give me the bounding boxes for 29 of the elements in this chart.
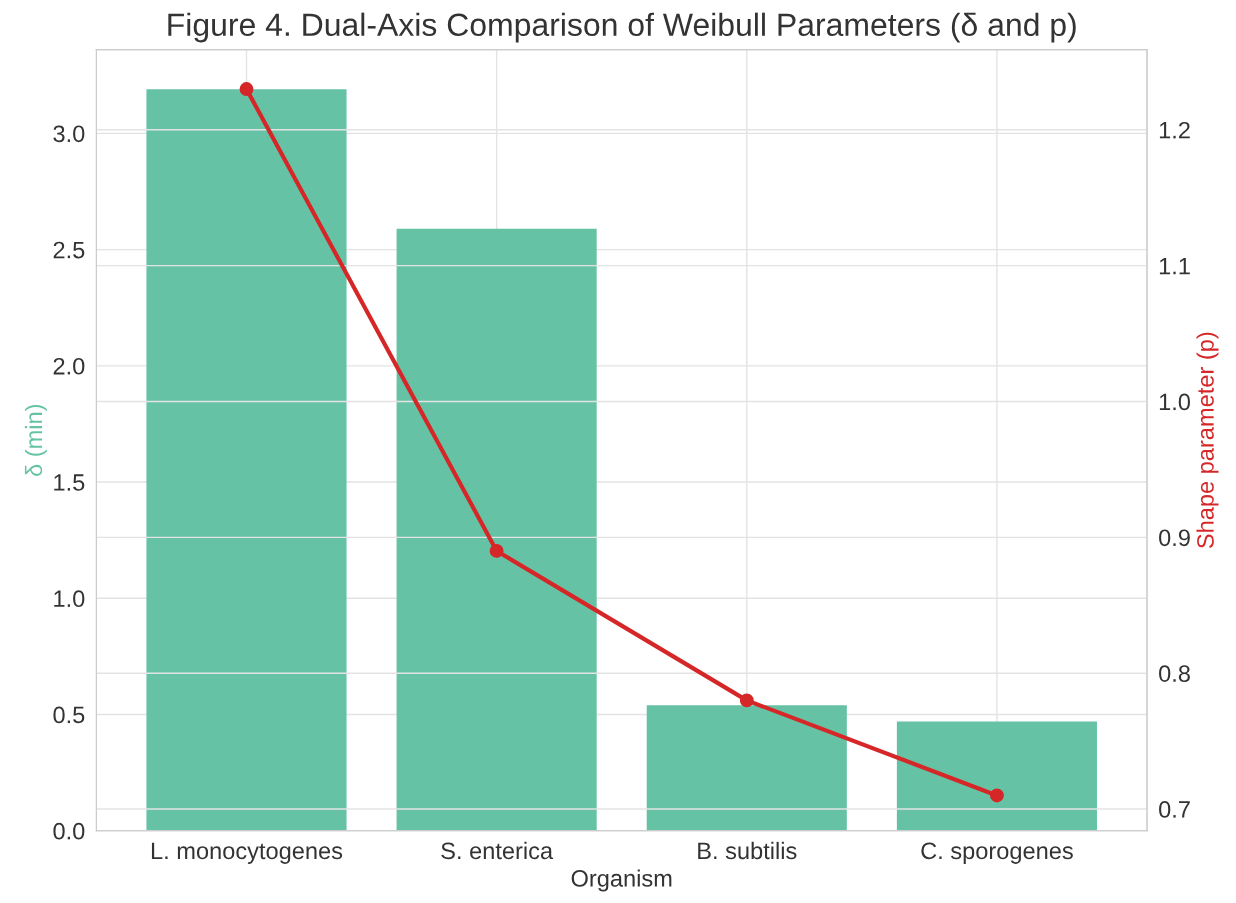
bar	[646, 705, 847, 831]
bar	[396, 228, 597, 831]
point	[239, 82, 254, 97]
y-tick-label: 2.5	[53, 241, 85, 259]
y-tick-label: 2.0	[53, 357, 85, 375]
x-tick-label: B. subtilis	[698, 841, 797, 860]
x-axis-title: Organism	[571, 869, 672, 892]
point	[989, 788, 1004, 803]
y-tick-label: 1.0	[54, 590, 85, 608]
bar	[146, 89, 347, 831]
y-tick-label: 1.5	[54, 474, 85, 491]
point	[489, 543, 504, 558]
y2-tick-label: 0.7	[1159, 801, 1190, 818]
x-tick-label: S. enterica	[441, 841, 554, 860]
chart-title: Figure 4. Dual-Axis Comparison of Weibull Parameters (δ and p)	[168, 12, 1076, 43]
y2-tick-label: 0.9	[1159, 529, 1190, 547]
y2-tick-label: 1.0	[1159, 393, 1191, 411]
x-tick-label: L. monocytogenes	[151, 842, 343, 864]
y2-tick-label: 1.1	[1159, 257, 1190, 275]
point	[739, 693, 754, 708]
y2-tick-label: 1.2	[1159, 121, 1190, 139]
bar	[896, 721, 1097, 831]
y2-tick-label: 0.8	[1159, 665, 1190, 682]
y2-axis-title: Shape parameter (p)	[1196, 332, 1219, 549]
x-tick-label: C. sporogenes	[921, 842, 1073, 864]
y-tick-label: 0.5	[53, 706, 85, 724]
y-axis-title: δ (min)	[24, 404, 47, 476]
y-tick-label: 0.0	[53, 822, 85, 840]
y-tick-label: 3.0	[53, 125, 85, 143]
